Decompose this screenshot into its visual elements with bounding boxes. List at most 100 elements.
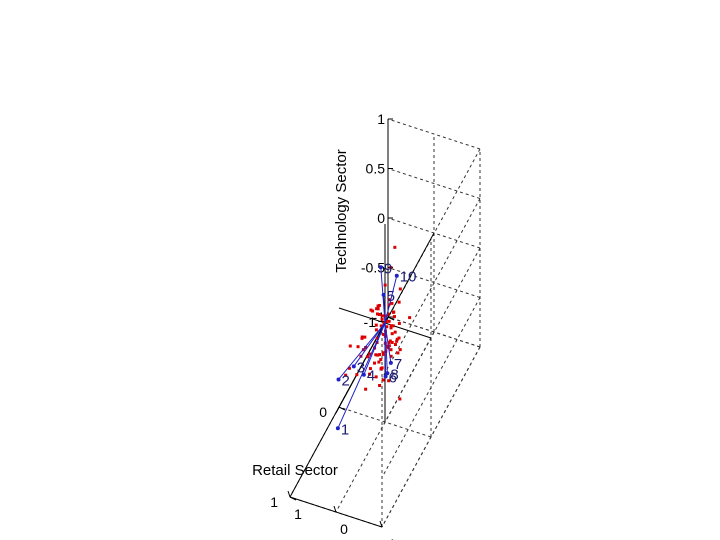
- loading-vector-tip: [361, 372, 366, 377]
- score-point: [392, 310, 396, 314]
- y-tick-mark: [387, 316, 395, 321]
- loading-vector-tip: [336, 377, 341, 382]
- loading-vector: [384, 322, 392, 363]
- y-tick-mark: [289, 496, 297, 501]
- score-point: [355, 373, 359, 377]
- score-point: [368, 372, 372, 376]
- vector-label: 8: [390, 366, 398, 383]
- score-point: [383, 283, 387, 287]
- score-point: [379, 324, 383, 328]
- score-point: [398, 397, 402, 401]
- score-point: [385, 325, 389, 329]
- x-tick-label: -1: [384, 536, 397, 540]
- y-tick-label: 0: [319, 404, 327, 420]
- loading-vector-tip: [351, 364, 356, 369]
- score-point: [375, 312, 379, 316]
- loading-vector-tip: [385, 371, 390, 376]
- score-point: [395, 339, 399, 343]
- gridline-left-z: [387, 168, 481, 199]
- score-point: [390, 340, 394, 344]
- score-point: [366, 355, 370, 359]
- score-point: [393, 330, 397, 334]
- score-point: [375, 336, 379, 340]
- score-point: [344, 373, 348, 377]
- vector-label: 1: [341, 421, 349, 438]
- loading-vector-tip: [335, 426, 340, 431]
- z-tick-label: 0.5: [366, 161, 386, 177]
- score-point: [379, 358, 383, 362]
- score-point: [374, 323, 378, 327]
- score-point: [395, 337, 399, 341]
- score-point: [380, 314, 384, 318]
- score-point: [389, 348, 393, 352]
- score-point: [375, 307, 379, 311]
- score-point: [368, 352, 372, 356]
- score-point: [381, 351, 385, 355]
- score-point: [390, 301, 394, 305]
- loading-vector: [337, 322, 386, 429]
- score-point: [376, 304, 380, 308]
- loading-vector-tip: [388, 360, 393, 365]
- vector-label: 9: [384, 260, 392, 277]
- score-point: [387, 303, 391, 307]
- score-point: [398, 348, 402, 352]
- score-point: [392, 315, 396, 319]
- loading-vector-tip: [383, 374, 388, 379]
- vector-label: 2: [342, 372, 350, 389]
- loading-vector: [338, 322, 386, 380]
- score-point: [408, 316, 412, 320]
- z-tick-label: -0.5: [361, 260, 385, 276]
- score-point: [397, 300, 401, 304]
- score-point: [390, 332, 394, 336]
- x-tick-label: 1: [294, 506, 302, 522]
- score-point: [376, 353, 380, 357]
- loading-vector: [384, 275, 398, 324]
- score-point: [389, 324, 393, 328]
- score-point: [382, 321, 386, 325]
- score-point: [371, 309, 375, 313]
- score-point: [388, 339, 392, 343]
- loading-vector: [363, 322, 386, 375]
- x-tick-mark: [379, 520, 383, 528]
- loading-vector-tip: [378, 265, 383, 270]
- score-point: [363, 335, 367, 339]
- score-point: [391, 324, 395, 328]
- score-point: [393, 245, 397, 249]
- score-point: [380, 317, 384, 321]
- z-tick-label: 1: [377, 111, 385, 127]
- score-point: [382, 332, 386, 336]
- score-point: [364, 387, 368, 391]
- y-tick-label: -1: [364, 314, 377, 330]
- score-point: [387, 379, 391, 383]
- x-tick-label: 0: [340, 521, 348, 537]
- score-point: [377, 360, 381, 364]
- z-tick-label: 0: [377, 210, 385, 226]
- score-point: [369, 308, 373, 312]
- score-point: [389, 326, 393, 330]
- vector-label: 4: [367, 368, 375, 385]
- vector-label: 7: [394, 356, 402, 373]
- y-tick-mark: [338, 406, 346, 411]
- loading-vector-tip: [381, 292, 386, 297]
- vector-label: 10: [400, 269, 417, 286]
- score-point: [386, 312, 390, 316]
- vector-label: 5: [387, 288, 395, 305]
- score-point: [378, 353, 382, 357]
- z-tick-label: -1: [373, 309, 386, 325]
- loading-vector: [380, 267, 386, 324]
- z-axis-label: Technology Sector: [333, 149, 350, 272]
- score-point: [384, 320, 388, 324]
- score-point: [389, 354, 393, 358]
- loading-vector: [384, 322, 388, 374]
- y-tick-label: 1: [270, 494, 278, 510]
- y-axis-label: Retail Sector: [252, 462, 338, 479]
- score-point: [348, 344, 352, 348]
- loading-vector: [353, 322, 386, 367]
- score-point: [376, 307, 380, 311]
- score-point: [373, 361, 376, 365]
- x-tick-mark: [287, 490, 291, 498]
- score-point: [374, 375, 378, 379]
- score-point: [360, 335, 364, 339]
- score-point: [398, 287, 402, 291]
